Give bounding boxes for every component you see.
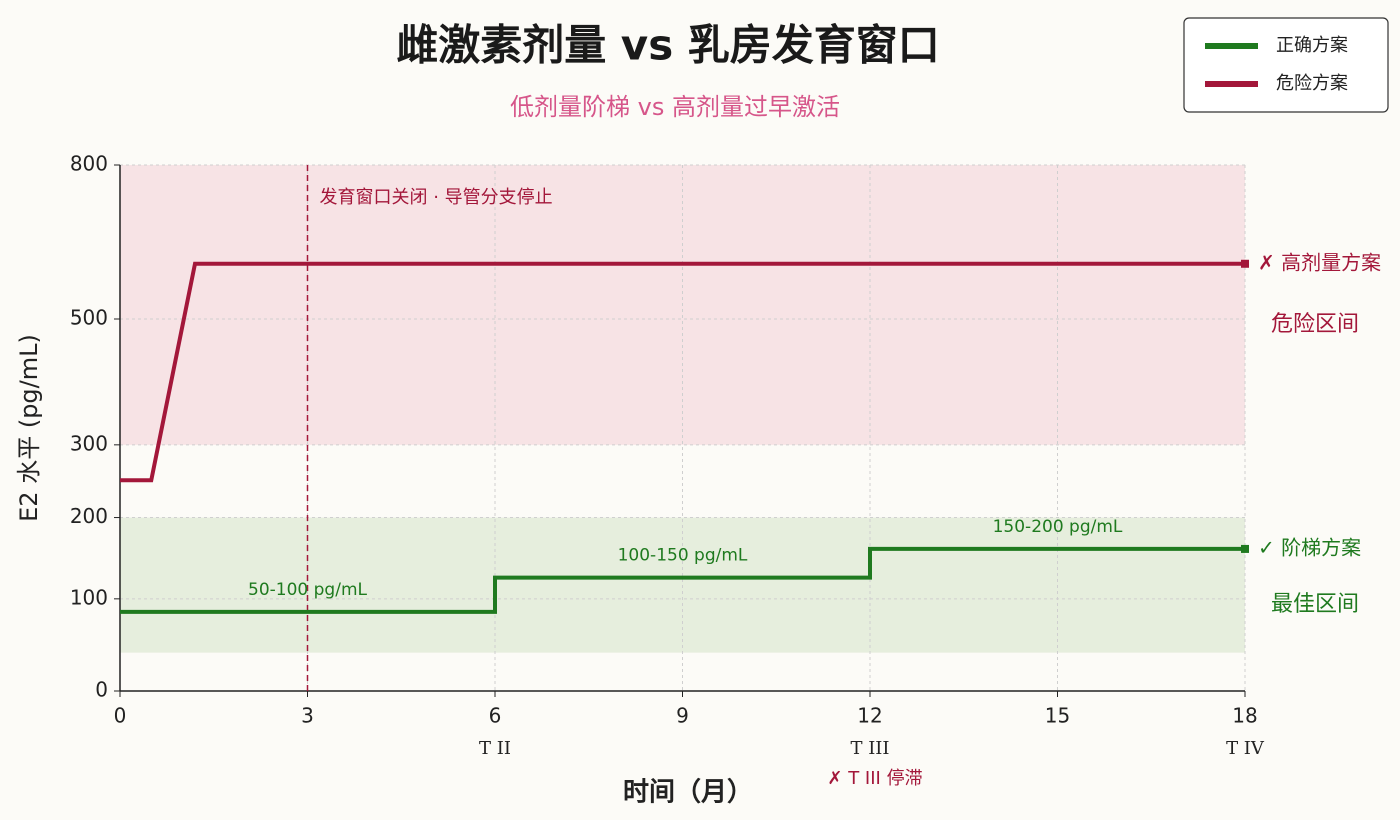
x-tick-label: 9 bbox=[676, 704, 689, 728]
y-tick-label: 100 bbox=[70, 585, 108, 609]
y-tick-label: 300 bbox=[70, 431, 108, 455]
y-tick-label: 800 bbox=[70, 152, 108, 176]
y-tick-label: 200 bbox=[70, 504, 108, 528]
series-line bbox=[120, 546, 1245, 614]
stage-label: T III bbox=[850, 738, 889, 759]
series-line bbox=[120, 261, 1245, 483]
end-marker bbox=[1241, 544, 1249, 553]
x-tick-label: 12 bbox=[857, 704, 882, 728]
x-tick-label: 18 bbox=[1232, 704, 1257, 728]
x-tick-label: 3 bbox=[301, 704, 314, 728]
segment-label: 100-150 pg/mL bbox=[618, 546, 748, 566]
zone-label: 危险区间 bbox=[1271, 312, 1359, 337]
y-tick-label: 0 bbox=[95, 678, 108, 702]
zone-label: 最佳区间 bbox=[1271, 592, 1359, 617]
end-marker bbox=[1241, 259, 1249, 268]
x-tick-label: 6 bbox=[489, 704, 502, 728]
x-tick-label: 15 bbox=[1045, 704, 1070, 728]
chart-title: 雌激素剂量 vs 乳房发育窗口 bbox=[396, 21, 940, 70]
x-tick-label: 0 bbox=[114, 704, 127, 728]
window-label: 发育窗口关闭 · 导管分支停止 bbox=[320, 187, 553, 208]
end-label: ✗ 高剂量方案 bbox=[1258, 250, 1381, 274]
x-axis-label: 时间（月） bbox=[623, 778, 753, 808]
stage-label: T IV bbox=[1226, 738, 1265, 759]
end-label: ✓ 阶梯方案 bbox=[1258, 535, 1361, 559]
y-tick-label: 500 bbox=[70, 306, 108, 330]
chart-subtitle: 低剂量阶梯 vs 高剂量过早激活 bbox=[510, 93, 840, 121]
legend-box bbox=[1183, 17, 1389, 113]
segment-label: 150-200 pg/mL bbox=[993, 517, 1123, 537]
stage-note: ✗ T III 停滞 bbox=[827, 768, 922, 789]
legend-label: 危险方案 bbox=[1276, 73, 1348, 94]
stage-label: T II bbox=[479, 738, 511, 759]
y-axis-label: E2 水平 (pg/mL) bbox=[15, 334, 43, 522]
legend-label: 正确方案 bbox=[1276, 35, 1348, 56]
segment-label: 50-100 pg/mL bbox=[248, 580, 367, 600]
